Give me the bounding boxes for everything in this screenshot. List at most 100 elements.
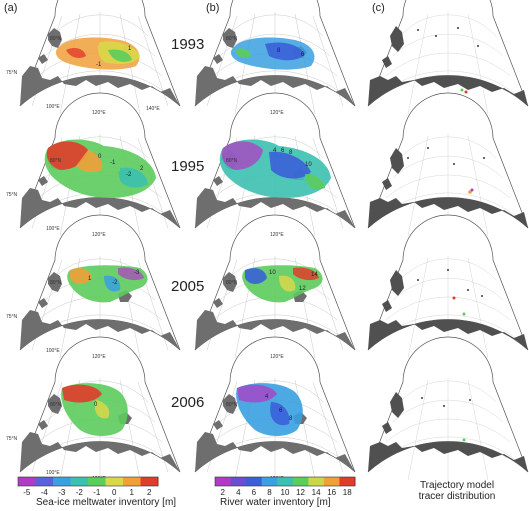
colorbar-tick: 2 — [220, 488, 225, 497]
map-a-1993: 1 -1 — [19, 0, 181, 119]
contour-label: 8 — [289, 150, 293, 156]
lon-label: 120°E — [270, 354, 284, 360]
colorbar-outline — [214, 476, 356, 487]
contour-label: -2 — [112, 280, 118, 286]
trajectory-label-line2: tracer distribution — [418, 491, 496, 502]
colorbar-segment — [277, 477, 294, 486]
map-b-2006: 4 6 8 — [194, 336, 356, 485]
contour-label: -1 — [96, 62, 102, 68]
trajectory-label-line1: Trajectory model — [419, 480, 495, 491]
colorbar-tick: 4 — [236, 488, 241, 497]
panel-label-a: (a) — [4, 2, 18, 14]
contour-label: 6 — [301, 52, 305, 58]
lat-label: 75°N — [6, 314, 18, 320]
lon-label: 100°E — [46, 104, 60, 110]
colorbar-segment — [215, 477, 232, 486]
contour-label: 1 — [128, 46, 132, 52]
lat-label: 75°N — [6, 70, 18, 76]
colorbar-b-label: River water inventory [m] — [220, 497, 331, 508]
colorbar-tick: -5 — [23, 488, 31, 497]
colorbar-segment — [70, 477, 89, 486]
colorbar-a-label: Sea-ice meltwater inventory [m] — [36, 497, 177, 508]
colorbar-tick: 12 — [296, 488, 305, 497]
map-b-1993: 6 8 — [194, 0, 356, 119]
map-a-2006: 0 — [19, 336, 181, 485]
map-c-1993 — [367, 0, 529, 119]
panel-label-c: (c) — [372, 2, 385, 14]
lat-label: 80°N — [226, 158, 238, 164]
colorbar-segment — [230, 477, 247, 486]
lon-label: 100°E — [46, 470, 60, 476]
contour-label: 10 — [305, 162, 312, 168]
map-c-2005 — [367, 214, 529, 363]
contour-label: 8 — [289, 416, 293, 422]
contour-label: 6 — [281, 148, 285, 154]
colorbar-tick: -4 — [40, 488, 48, 497]
colorbar-tick: 2 — [147, 488, 152, 497]
contour-label: 8 — [277, 48, 281, 54]
contour-label: 0 — [94, 402, 98, 408]
lat-label: 80°N — [50, 36, 62, 42]
lon-label: 120°E — [92, 110, 106, 116]
colorbar-tick: 18 — [342, 488, 352, 497]
contour-label: -3 — [134, 270, 140, 276]
map-c-1995 — [367, 92, 529, 241]
colorbar-segment — [140, 477, 159, 486]
colorbar-segment — [292, 477, 309, 486]
contour-label: 4 — [273, 148, 277, 154]
colorbar-segment — [339, 477, 356, 486]
map-c-2006 — [367, 336, 529, 485]
colorbar-tick: -3 — [58, 488, 66, 497]
colorbar-segment — [18, 477, 36, 486]
colorbar-segment — [123, 477, 141, 486]
colorbar-tick: 0 — [112, 488, 117, 497]
colorbar-segment — [261, 477, 278, 486]
lon-label: 120°E — [92, 232, 106, 238]
colorbar-segment — [105, 477, 124, 486]
contour-label: 6 — [279, 408, 283, 414]
lat-label: 80°N — [226, 280, 238, 286]
year-label-1993: 1993 — [171, 36, 205, 53]
colorbar-b — [214, 476, 356, 487]
contour-label: 10 — [269, 270, 276, 276]
year-label-1995: 1995 — [171, 158, 205, 175]
colorbar-tick: -1 — [93, 488, 101, 497]
lat-label: 80°N — [50, 402, 62, 408]
colorbar-segment — [88, 477, 106, 486]
year-label-2006: 2006 — [171, 394, 205, 411]
contour-label: 12 — [299, 286, 306, 292]
lon-label: 100°E — [46, 226, 60, 232]
colorbar-segment — [53, 477, 71, 486]
lon-label: 140°E — [146, 106, 160, 112]
colorbar-segment — [323, 477, 340, 486]
contour-label: 1 — [88, 276, 92, 282]
contour-label: -1 — [110, 160, 116, 166]
year-label-2005: 2005 — [171, 278, 205, 295]
colorbar-tick: 8 — [267, 488, 272, 497]
colorbar-tick: 6 — [251, 488, 257, 497]
map-b-1995: 4 6 8 10 — [194, 92, 356, 241]
lon-label: 100°E — [46, 348, 60, 354]
lon-label: 120°E — [270, 232, 284, 238]
contour-label: 14 — [311, 272, 318, 278]
colorbar-segment — [308, 477, 325, 486]
lat-label: 75°N — [6, 192, 18, 198]
lon-label: 120°E — [270, 110, 284, 116]
colorbar-segment — [246, 477, 263, 486]
colorbar-outline — [17, 476, 159, 487]
contour-label: -2 — [126, 172, 132, 178]
lat-label: 75°N — [6, 436, 18, 442]
lat-label: 80°N — [226, 36, 238, 42]
trajectory-label: Trajectory model tracer distribution — [412, 480, 502, 502]
lat-label: 80°N — [226, 402, 238, 408]
colorbar-tick: 16 — [327, 488, 337, 497]
panel-label-b: (b) — [206, 2, 220, 14]
lon-label: 120°E — [92, 354, 106, 360]
map-a-1995: 0 -1 -2 2 — [19, 92, 181, 241]
contour-label: 2 — [140, 166, 144, 172]
contour-label: 4 — [265, 394, 269, 400]
lat-label: 80°N — [50, 280, 62, 286]
map-b-2005: 10 14 12 — [194, 214, 356, 363]
colorbar-a — [17, 476, 159, 487]
